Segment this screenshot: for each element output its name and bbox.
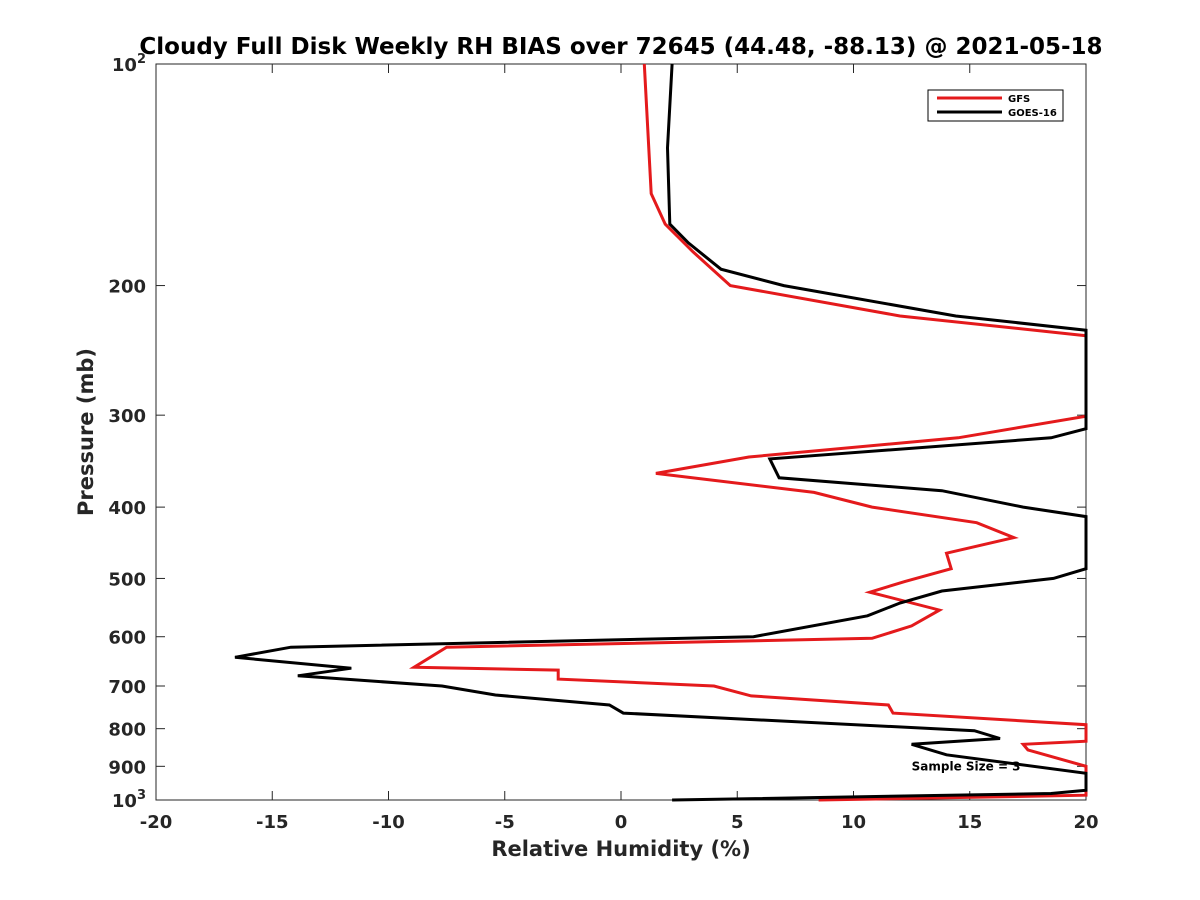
x-tick-label: 10 <box>841 812 866 833</box>
x-tick-label: -10 <box>372 812 405 833</box>
legend-label-goes-16: GOES-16 <box>1008 108 1057 119</box>
y-tick-label: 102 <box>112 52 146 76</box>
x-tick-label: -5 <box>495 812 515 833</box>
x-tick-label: 15 <box>957 812 982 833</box>
annotation-layer: Sample Size = 3 <box>912 759 1021 773</box>
x-axis-label: Relative Humidity (%) <box>491 837 750 861</box>
y-tick-label: 500 <box>108 569 146 590</box>
y-axis-label: Pressure (mb) <box>74 348 98 516</box>
y-tick-label: 200 <box>108 277 146 298</box>
x-tick-label: 5 <box>731 812 744 833</box>
y-tick-label: 103 <box>112 788 146 812</box>
y-tick-base: 10 <box>112 791 137 812</box>
legend: GFS GOES-16 <box>927 89 1064 122</box>
y-tick-label: 600 <box>108 628 146 649</box>
x-tick-label: -15 <box>256 812 289 833</box>
y-tick-label: 400 <box>108 498 146 519</box>
y-tick-base: 10 <box>112 55 137 76</box>
plot-area <box>155 63 1087 801</box>
chart-title: Cloudy Full Disk Weekly RH BIAS over 726… <box>139 34 1102 60</box>
y-tick-label: 900 <box>108 757 146 778</box>
series-line-goes-16 <box>234 63 1088 802</box>
legend-box <box>927 89 1064 122</box>
y-tick-label: 800 <box>108 720 146 741</box>
x-tick-label: 0 <box>615 812 628 833</box>
y-tick-exponent: 3 <box>137 788 146 803</box>
sample-size-annotation: Sample Size = 3 <box>912 759 1021 773</box>
y-tick-label: 300 <box>108 406 146 427</box>
y-tick-exponent: 2 <box>137 52 146 67</box>
legend-label-gfs: GFS <box>1008 94 1030 105</box>
series-layer <box>234 63 1088 802</box>
x-tick-label: 20 <box>1073 812 1098 833</box>
x-tick-label: -20 <box>140 812 173 833</box>
y-tick-label: 700 <box>108 677 146 698</box>
x-axis-ticks: -20 -15 -10 -5 0 5 10 15 20 <box>140 64 1099 833</box>
